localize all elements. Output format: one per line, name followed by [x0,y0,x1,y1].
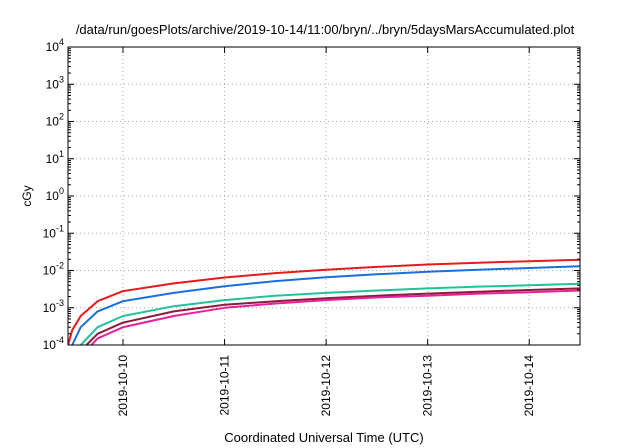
x-tick-label: 2019-10-14 [522,355,536,417]
y-tick-label: 101 [46,149,64,166]
y-tick-label: 10-1 [43,223,64,240]
y-tick-label: 103 [46,74,64,91]
y-tick-label: 104 [46,37,64,54]
series-group [68,258,580,345]
x-tick-label: 2019-10-10 [116,355,130,417]
chart-title: /data/run/goesPlots/archive/2019-10-14/1… [76,22,575,37]
y-tick-label: 10-3 [43,298,64,315]
y-tick-label: 10-2 [43,261,64,278]
y-axis: 10-4 10-3 10-2 10-1 100 101 102 103 104 [43,37,580,352]
series-line-1 [68,258,580,345]
series-line-5 [89,289,580,345]
series-line-4 [85,287,580,345]
y-tick-label: 102 [46,112,64,129]
x-axis-label: Coordinated Universal Time (UTC) [224,430,423,445]
x-tick-label: 2019-10-12 [319,355,333,417]
y-axis-label: cGy [20,185,34,206]
x-tick-label: 2019-10-11 [218,355,232,416]
y-tick-label: 10-4 [43,335,64,352]
series-line-3 [79,282,580,345]
x-tick-label: 2019-10-13 [421,355,435,417]
y-tick-label: 100 [46,186,64,203]
x-axis: 2019-10-10 2019-10-11 2019-10-12 2019-10-13… [116,47,536,416]
series-line-2 [71,265,580,345]
